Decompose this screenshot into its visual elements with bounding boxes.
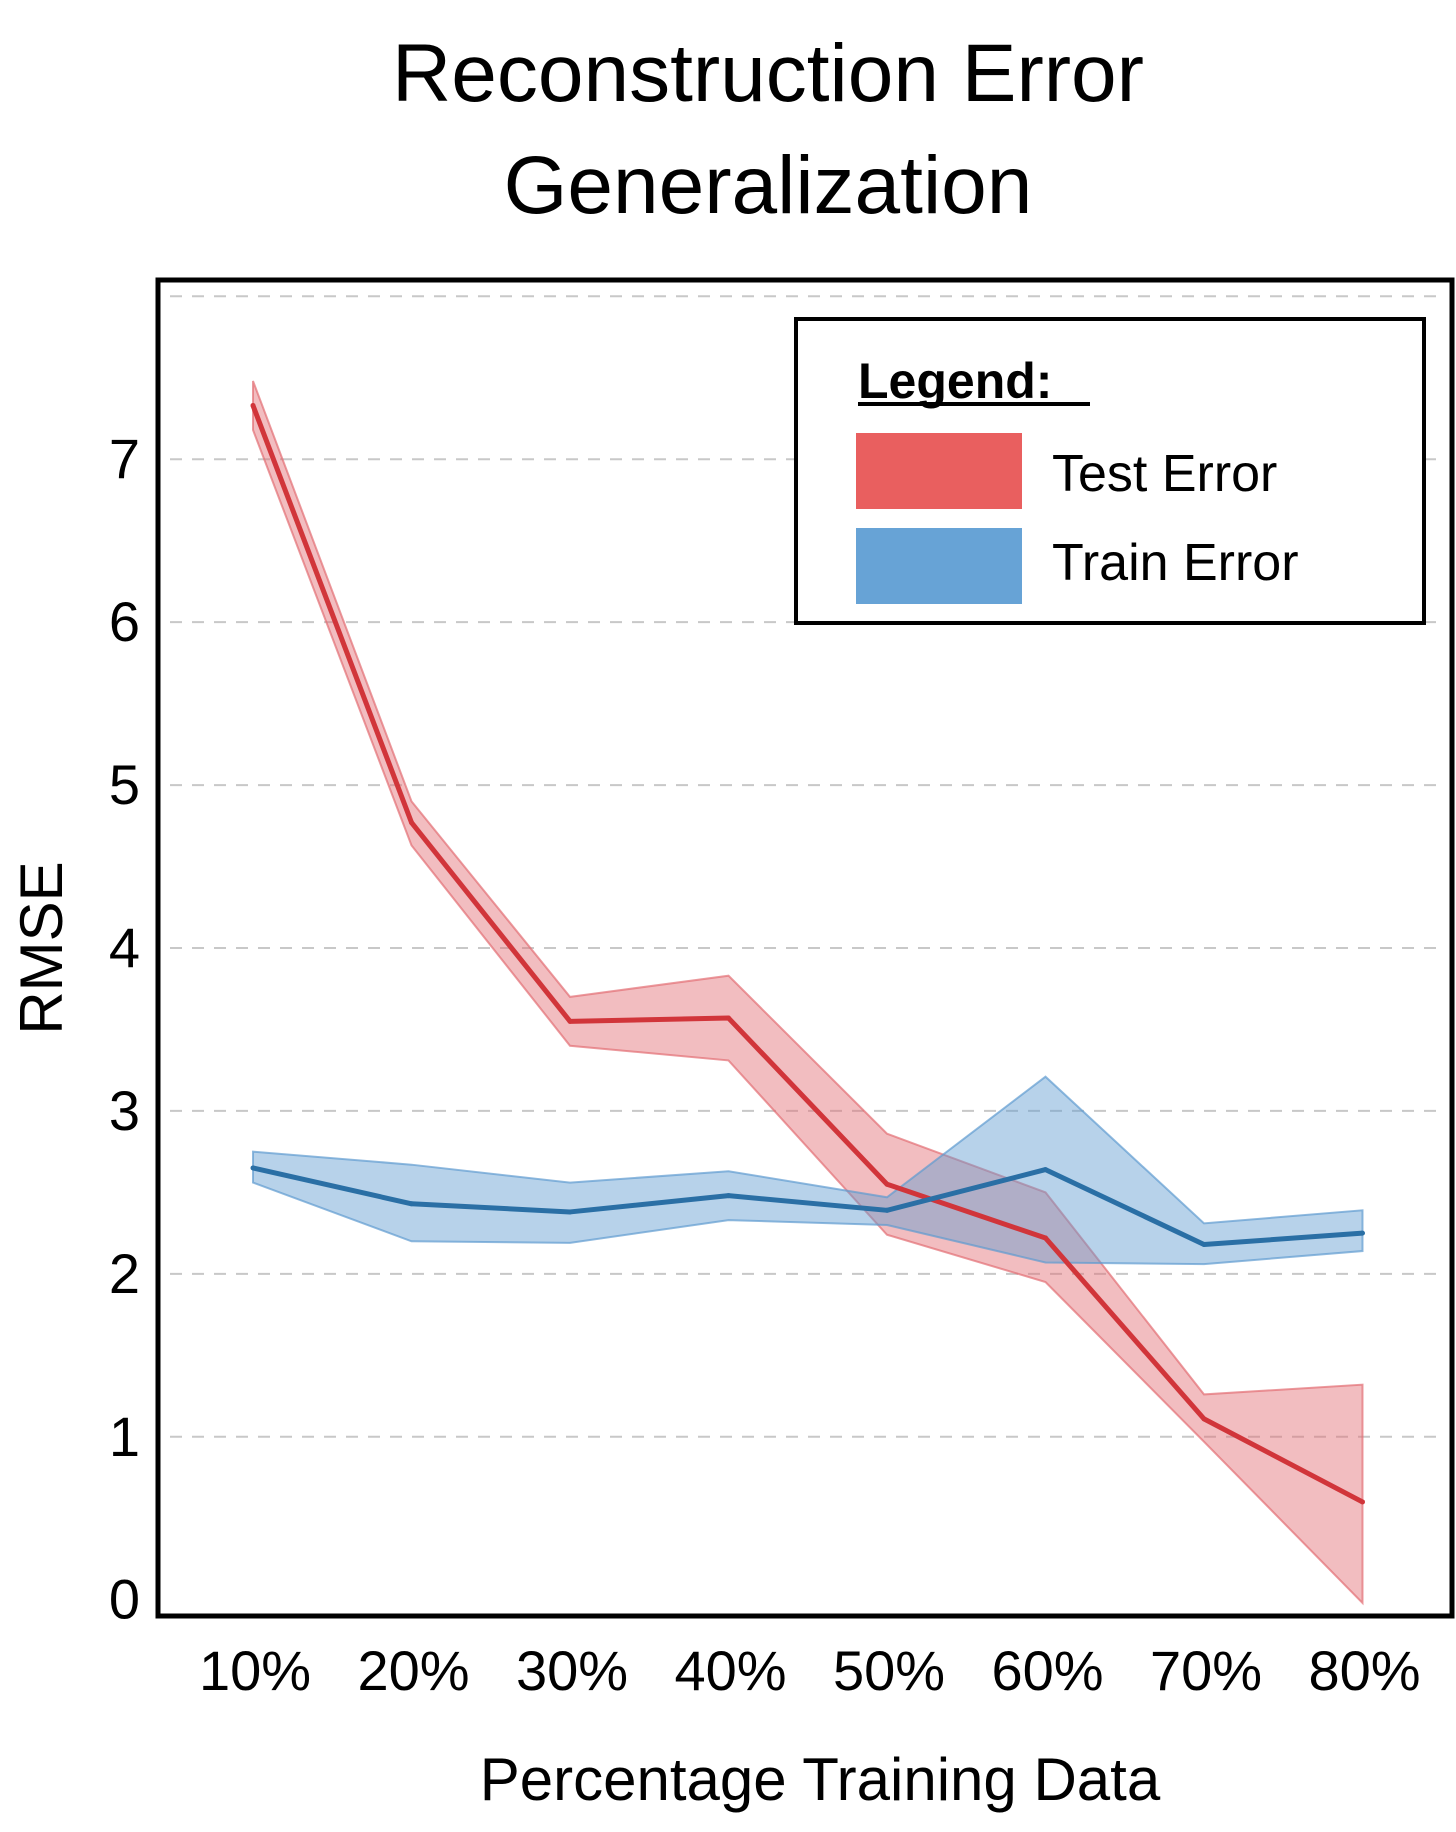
x-tick-label: 50% [833, 1639, 945, 1702]
test-error-point [1360, 1499, 1365, 1505]
y-tick-label: 0 [109, 1568, 140, 1631]
y-tick-label: 1 [109, 1405, 140, 1468]
train-error-point [1201, 1242, 1207, 1248]
test-error-point [1201, 1416, 1207, 1422]
legend-label-train-error: Train Error [1052, 534, 1299, 592]
train-error-point [726, 1193, 731, 1199]
test-error-point [884, 1181, 890, 1187]
x-tick-label: 70% [1150, 1639, 1262, 1702]
y-tick-label: 6 [109, 590, 140, 653]
train-error-point [409, 1201, 414, 1207]
plot-frame [155, 277, 1455, 1619]
train-error-point [567, 1209, 573, 1215]
chart-title: Reconstruction Error Generalization [0, 18, 1456, 242]
test-error-band [252, 380, 1364, 1606]
train-error-line [252, 1165, 1363, 1248]
x-tick-label: 60% [991, 1639, 1103, 1702]
test-error-point [567, 1018, 573, 1024]
train-error-point [250, 1165, 256, 1171]
legend-swatch-train-error [856, 528, 1022, 604]
x-tick-label: 40% [674, 1639, 786, 1702]
series-lines [250, 402, 1365, 1505]
y-tick-label: 7 [109, 427, 140, 490]
chart-title-line-1: Reconstruction Error [392, 28, 1144, 119]
legend-swatch-test-error [856, 433, 1022, 509]
x-tick-label: 20% [357, 1639, 469, 1702]
x-tick-label: 80% [1308, 1639, 1420, 1702]
y-tick-label: 3 [109, 1079, 140, 1142]
x-tick-label: 30% [516, 1639, 628, 1702]
train-error-band [252, 1075, 1364, 1266]
train-error-point [884, 1207, 890, 1213]
x-tick-labels: 10% 20% 30% 40% 50% 60% 70% 80% [199, 1639, 1421, 1702]
y-axis-label: RMSE [8, 861, 75, 1034]
legend-label-test-error: Test Error [1052, 445, 1277, 503]
train-error-point [1043, 1167, 1048, 1173]
y-tick-label: 4 [109, 916, 140, 979]
y-tick-label: 5 [109, 753, 140, 816]
error-bands [252, 380, 1364, 1606]
test-error-point [1043, 1235, 1048, 1241]
x-tick-label: 10% [199, 1639, 311, 1702]
test-error-line [250, 404, 1364, 1505]
test-error-point [250, 402, 256, 408]
test-error-point [409, 820, 414, 826]
train-error-point [1360, 1230, 1365, 1236]
legend: Legend: Test Error Train Error [794, 317, 1426, 625]
chart-title-line-2: Generalization [503, 140, 1033, 231]
x-axis-label: Percentage Training Data [480, 1746, 1161, 1813]
legend-title: Legend: [858, 353, 1052, 409]
y-tick-label: 2 [109, 1242, 140, 1305]
y-tick-labels: 0 1 2 3 4 5 6 7 [109, 427, 140, 1630]
test-error-point [726, 1015, 731, 1021]
